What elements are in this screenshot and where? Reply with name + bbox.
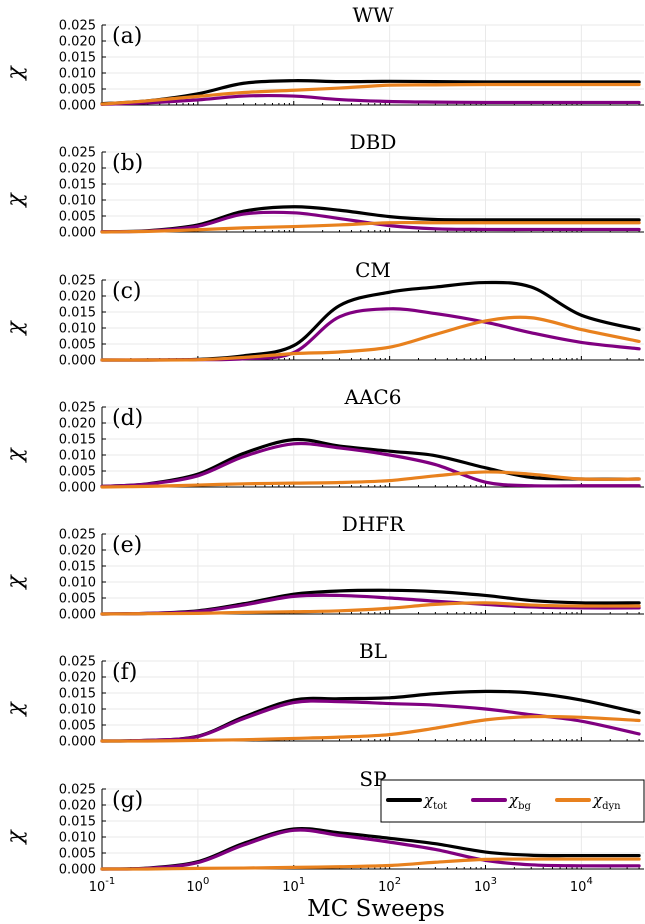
y-tick-label: 0.025 (59, 19, 96, 34)
panel-title: CM (355, 258, 391, 282)
y-tick-label: 0.005 (59, 592, 96, 607)
series-line-chi-dyn (100, 857, 641, 871)
y-tick-label: 0.010 (59, 703, 96, 718)
grid (101, 24, 644, 106)
legend-label-chi-tot: χtot (423, 791, 447, 812)
series-line-chi-tot (100, 826, 641, 871)
panel-title: WW (352, 3, 394, 27)
series-line-chi-bg (100, 828, 641, 871)
panel-label: (a) (112, 24, 142, 49)
y-axis-label: χ (3, 829, 28, 846)
y-axis-label: χ (3, 574, 28, 591)
y-tick-label: 0.015 (59, 51, 96, 66)
legend: χtot χbg χdyn (380, 779, 645, 823)
series-line-chi-bg (100, 593, 641, 616)
y-axis-label: χ (3, 65, 28, 82)
legend-label-chi-dyn: χdyn (592, 791, 621, 812)
panel-label: (g) (112, 788, 143, 813)
y-tick-label: 0.025 (59, 146, 96, 161)
y-tick-label: 0.000 (59, 226, 96, 241)
series-line-chi-bg (100, 93, 641, 106)
y-tick-label: 0.010 (59, 322, 96, 337)
x-tick-label: 103 (474, 876, 497, 895)
y-tick-label: 0.000 (59, 608, 96, 623)
y-tick-label: 0.015 (59, 433, 96, 448)
y-tick-label: 0.015 (59, 815, 96, 830)
x-tick-label: 101 (282, 876, 305, 895)
x-tick-label: 10-1 (89, 876, 116, 895)
x-tick-label: 102 (378, 876, 401, 895)
series-line-chi-bg (100, 307, 641, 362)
y-tick-label: 0.000 (59, 99, 96, 114)
y-tick-label: 0.025 (59, 401, 96, 416)
legend-box (380, 779, 645, 823)
y-axis-label: χ (3, 447, 28, 464)
y-tick-label: 0.015 (59, 687, 96, 702)
series-line-chi-dyn (100, 601, 641, 616)
y-tick-label: 0.020 (59, 799, 96, 814)
y-tick-label: 0.005 (59, 338, 96, 353)
y-tick-label: 0.015 (59, 560, 96, 575)
y-tick-label: 0.020 (59, 162, 96, 177)
series-line-chi-dyn (100, 82, 641, 106)
panel-label: (c) (112, 279, 142, 304)
panel-label: (e) (112, 533, 142, 558)
y-axis-label: χ (3, 192, 28, 209)
y-tick-label: 0.005 (59, 719, 96, 734)
y-tick-label: 0.005 (59, 210, 96, 225)
panel-label: (b) (112, 151, 143, 176)
y-tick-label: 0.010 (59, 67, 96, 82)
panel-label: (f) (112, 660, 137, 685)
series-line-chi-bg (100, 441, 641, 488)
y-tick-label: 0.010 (59, 449, 96, 464)
x-tick-label: 100 (186, 876, 209, 895)
y-tick-label: 0.015 (59, 306, 96, 321)
y-tick-label: 0.000 (59, 481, 96, 496)
panel-label: (d) (112, 406, 143, 431)
y-tick-label: 0.000 (59, 735, 96, 750)
y-tick-label: 0.010 (59, 831, 96, 846)
y-tick-label: 0.025 (59, 783, 96, 798)
y-axis-label: χ (3, 320, 28, 337)
y-tick-label: 0.020 (59, 671, 96, 686)
series-line-chi-tot (100, 79, 641, 106)
y-tick-label: 0.020 (59, 35, 96, 50)
y-tick-label: 0.025 (59, 528, 96, 543)
panel-title: DHFR (342, 512, 405, 536)
x-axis-label: MC Sweeps (307, 896, 445, 922)
y-tick-label: 0.020 (59, 417, 96, 432)
series-line-chi-dyn (100, 315, 641, 362)
y-tick-label: 0.015 (59, 178, 96, 193)
series-line-chi-dyn (100, 220, 641, 234)
x-tick-label: 104 (570, 876, 593, 895)
y-tick-label: 0.000 (59, 863, 96, 878)
y-tick-label: 0.010 (59, 194, 96, 209)
y-axis-label: χ (3, 701, 28, 718)
grid (101, 406, 644, 488)
grid (101, 660, 644, 742)
y-tick-label: 0.020 (59, 290, 96, 305)
panel-title: AAC6 (344, 385, 402, 409)
panel-title: BL (359, 639, 387, 663)
y-tick-label: 0.020 (59, 544, 96, 559)
series-line-chi-dyn (100, 714, 641, 743)
y-tick-label: 0.025 (59, 274, 96, 289)
y-tick-label: 0.010 (59, 576, 96, 591)
y-tick-label: 0.005 (59, 83, 96, 98)
y-tick-label: 0.005 (59, 847, 96, 862)
y-tick-label: 0.000 (59, 354, 96, 369)
legend-label-chi-bg: χbg (508, 791, 531, 812)
y-tick-label: 0.005 (59, 465, 96, 480)
y-tick-label: 0.025 (59, 655, 96, 670)
panel-title: DBD (350, 130, 397, 154)
series-line-chi-dyn (100, 470, 641, 489)
